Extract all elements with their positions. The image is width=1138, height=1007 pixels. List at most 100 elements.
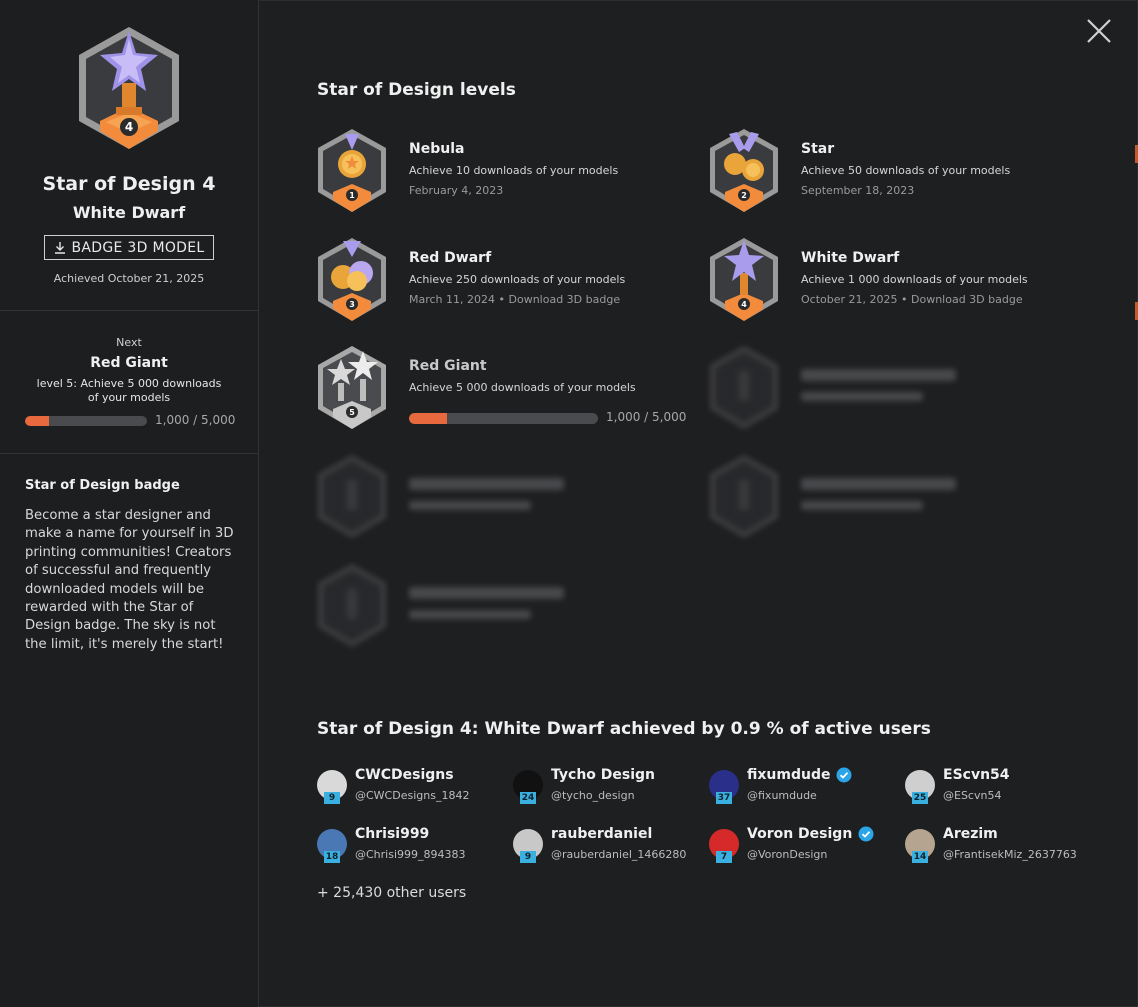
level-name: Star xyxy=(801,141,835,157)
user-level-badge: 25 xyxy=(912,792,928,804)
download-badge-3d-button[interactable]: BADGE 3D MODEL xyxy=(44,235,214,260)
level-date: March 11, 2024 • Download 3D badge xyxy=(409,293,620,306)
locked-desc-placeholder xyxy=(801,392,923,401)
user-level-badge: 24 xyxy=(520,792,536,804)
download-button-label: BADGE 3D MODEL xyxy=(71,239,205,256)
user-entry[interactable]: 25 EScvn54 @EScvn54 xyxy=(905,767,1095,812)
user-level-badge: 7 xyxy=(716,851,732,863)
svg-text:5: 5 xyxy=(349,408,355,417)
svg-text:1: 1 xyxy=(349,191,355,200)
level-description: Achieve 250 downloads of your models xyxy=(409,273,626,286)
user-name-text: CWCDesigns xyxy=(355,767,454,783)
svg-text:4: 4 xyxy=(741,300,747,309)
achieved-by-title: Star of Design 4: White Dwarf achieved b… xyxy=(317,719,931,739)
level-name: Red Dwarf xyxy=(409,250,492,266)
download-3d-badge-link[interactable]: Download 3D badge xyxy=(508,293,621,306)
user-name-text: rauberdaniel xyxy=(551,826,653,842)
level-name: Nebula xyxy=(409,141,465,157)
level-description: Achieve 1 000 downloads of your models xyxy=(801,273,1028,286)
user-name[interactable]: CWCDesigns xyxy=(355,767,454,783)
locked-desc-placeholder xyxy=(409,501,531,510)
level-white-dwarf: 4 White Dwarf Achieve 1 000 downloads of… xyxy=(709,237,1089,327)
badge-star-icon: 2 xyxy=(710,129,778,212)
levels-title: Star of Design levels xyxy=(317,80,516,100)
level-locked xyxy=(317,563,697,653)
user-handle: @VoronDesign xyxy=(747,848,828,861)
level-description: Achieve 10 downloads of your models xyxy=(409,164,619,177)
level-name: Red Giant xyxy=(409,358,487,374)
user-name[interactable]: Voron Design xyxy=(747,826,874,842)
badge-white-dwarf-icon: 4 xyxy=(710,238,778,321)
download-3d-badge-link[interactable]: Download 3D badge xyxy=(911,293,1023,306)
level-locked xyxy=(709,454,1089,544)
user-level-badge: 9 xyxy=(324,792,340,804)
level-date: February 4, 2023 xyxy=(409,184,504,197)
locked-desc-placeholder xyxy=(801,501,923,510)
user-name[interactable]: Tycho Design xyxy=(551,767,655,783)
locked-title-placeholder xyxy=(801,369,956,381)
user-name-text: EScvn54 xyxy=(943,767,1010,783)
user-entry[interactable]: 7 Voron Design @VoronDesign xyxy=(709,826,899,871)
user-handle: @Chrisi999_894383 xyxy=(355,848,466,861)
user-name-text: fixumdude xyxy=(747,767,831,783)
user-entry[interactable]: 37 fixumdude @fixumdude xyxy=(709,767,899,812)
level-nebula: 1 Nebula Achieve 10 downloads of your mo… xyxy=(317,128,697,218)
verified-icon xyxy=(858,826,874,842)
badge-white-dwarf-large-icon: 4 xyxy=(79,27,179,149)
user-entry[interactable]: 24 Tycho Design @tycho_design xyxy=(513,767,703,812)
locked-desc-placeholder xyxy=(409,610,531,619)
locked-badge-icon xyxy=(318,455,386,538)
svg-text:2: 2 xyxy=(741,191,747,200)
user-handle: @tycho_design xyxy=(551,789,635,802)
svg-text:3: 3 xyxy=(349,300,355,309)
user-level-badge: 9 xyxy=(520,851,536,863)
about-title: Star of Design badge xyxy=(25,478,180,493)
user-level-badge: 18 xyxy=(324,851,340,863)
date-separator: • xyxy=(897,293,911,306)
user-handle: @rauberdaniel_1466280 xyxy=(551,848,687,861)
next-progress-bar xyxy=(25,416,147,426)
user-name[interactable]: fixumdude xyxy=(747,767,852,783)
next-level-section: Next Red Giant level 5: Achieve 5 000 do… xyxy=(0,311,258,454)
user-name[interactable]: Chrisi999 xyxy=(355,826,429,842)
sidebar: 4 Star of Design 4 White Dwarf BADGE 3D … xyxy=(0,0,259,1007)
user-handle: @fixumdude xyxy=(747,789,817,802)
user-name-text: Tycho Design xyxy=(551,767,656,783)
achieved-date: Achieved October 21, 2025 xyxy=(53,272,205,285)
next-label: Next xyxy=(116,336,142,349)
edge-accent xyxy=(1135,302,1138,320)
locked-badge-icon xyxy=(710,346,778,429)
user-name[interactable]: Arezim xyxy=(943,826,998,842)
locked-badge-icon xyxy=(318,564,386,647)
user-entry[interactable]: 14 Arezim @FrantisekMiz_2637763 xyxy=(905,826,1095,871)
user-entry[interactable]: 18 Chrisi999 @Chrisi999_894383 xyxy=(317,826,507,871)
level-progress-fill xyxy=(409,413,447,424)
badge-nebula-icon: 1 xyxy=(318,129,386,212)
level-red-giant: 5 Red Giant Achieve 5 000 downloads of y… xyxy=(317,345,697,435)
level-date-text: March 11, 2024 xyxy=(409,293,496,306)
user-level-badge: 37 xyxy=(716,792,732,804)
badge-red-giant-icon: 5 xyxy=(318,346,386,429)
verified-icon xyxy=(836,767,852,783)
user-handle: @FrantisekMiz_2637763 xyxy=(943,848,1077,861)
locked-title-placeholder xyxy=(801,478,956,490)
user-name-text: Voron Design xyxy=(747,826,853,842)
date-separator: • xyxy=(495,293,509,306)
user-entry[interactable]: 9 CWCDesigns @CWCDesigns_1842 xyxy=(317,767,507,812)
user-entry[interactable]: 9 rauberdaniel @rauberdaniel_1466280 xyxy=(513,826,703,871)
level-date-text: October 21, 2025 xyxy=(801,293,898,306)
level-date: October 21, 2025 • Download 3D badge xyxy=(801,293,1023,306)
level-description: Achieve 50 downloads of your models xyxy=(801,164,1011,177)
user-handle: @EScvn54 xyxy=(943,789,1002,802)
edge-accent xyxy=(1135,145,1138,163)
user-name[interactable]: rauberdaniel xyxy=(551,826,652,842)
user-name[interactable]: EScvn54 xyxy=(943,767,1010,783)
other-users-count[interactable]: + 25,430 other users xyxy=(317,885,467,901)
close-icon[interactable] xyxy=(1085,17,1113,45)
user-level-badge: 14 xyxy=(912,851,928,863)
level-locked xyxy=(317,454,697,544)
about-text: Become a star designer and make a name f… xyxy=(25,508,234,652)
locked-badge-icon xyxy=(710,455,778,538)
level-description: Achieve 5 000 downloads of your models xyxy=(409,381,636,394)
level-name: White Dwarf xyxy=(801,250,900,266)
